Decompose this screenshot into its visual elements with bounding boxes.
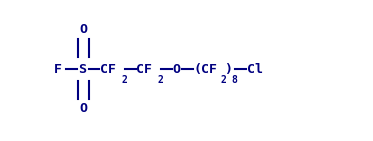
Text: CF: CF	[136, 63, 152, 76]
Text: O: O	[79, 23, 87, 36]
Text: Cl: Cl	[247, 63, 263, 76]
Text: CF: CF	[100, 63, 116, 76]
Text: S: S	[78, 63, 86, 76]
Text: (CF: (CF	[193, 63, 217, 76]
Text: O: O	[172, 63, 181, 76]
Text: ): )	[225, 63, 232, 76]
Text: 8: 8	[232, 75, 238, 85]
Text: F: F	[54, 63, 62, 76]
Text: 2: 2	[121, 75, 127, 85]
Text: 2: 2	[158, 75, 163, 85]
Text: O: O	[79, 102, 87, 115]
Text: 2: 2	[221, 75, 227, 85]
